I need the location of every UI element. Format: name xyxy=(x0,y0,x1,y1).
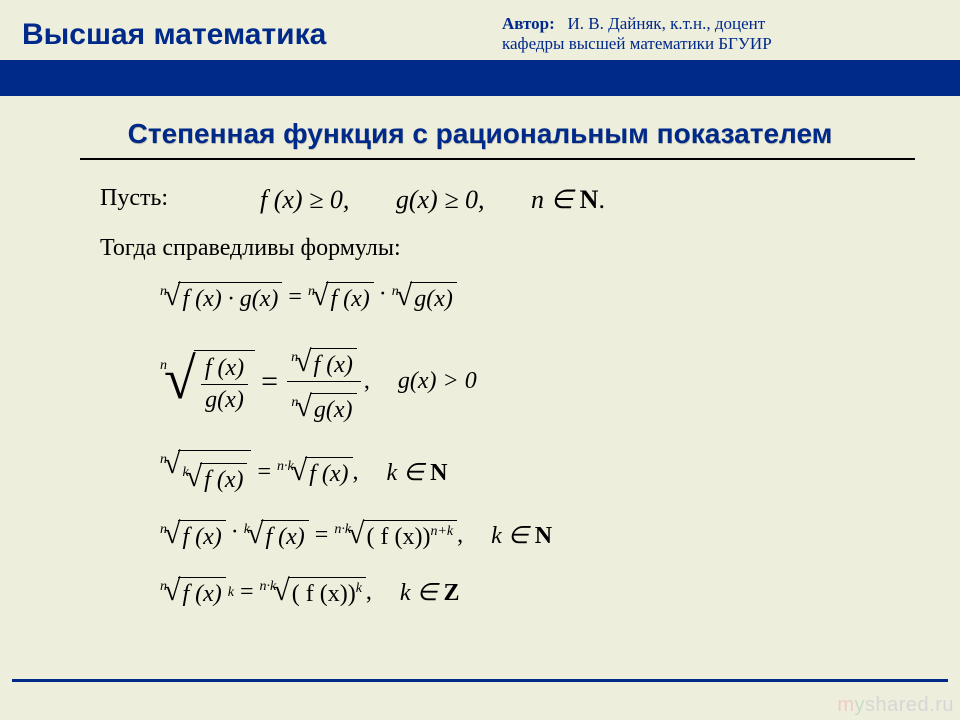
f3-rhs-rad: f (x) xyxy=(305,457,352,488)
cond-tail: . xyxy=(598,185,605,214)
f4-b-root: k√ f (x) xyxy=(244,520,309,551)
f3-rhs-root: n·k√ f (x) xyxy=(277,457,353,488)
f4-side-k: k ∈ xyxy=(491,523,535,549)
f2-lhs-root: n√ f (x) g(x) xyxy=(160,350,255,414)
f3-lhs-inner: k√ f (x) xyxy=(182,463,247,494)
f4-a-rad: f (x) xyxy=(178,520,225,551)
f2-lhs-frac: f (x) g(x) xyxy=(201,355,248,414)
formula-2: n√ f (x) g(x) = n√ f (x) xyxy=(160,339,552,424)
f3-side-set: N xyxy=(430,460,447,486)
watermark-y: y xyxy=(855,694,866,716)
f5-side-k: k ∈ xyxy=(400,580,444,606)
f5-rhs-exp: k xyxy=(356,581,362,596)
f5-lhs-root: n√ f (x) xyxy=(160,577,226,608)
f2-rhs-frac: n√ f (x) n√ g(x) xyxy=(287,339,361,424)
f1-rhs-root-1: n√ f (x) xyxy=(308,282,374,313)
header-band xyxy=(0,60,960,96)
f2-rden-root: n√ g(x) xyxy=(291,393,356,424)
cond-fx: f (x) ≥ 0, xyxy=(260,185,349,214)
author-line-1 xyxy=(559,14,568,33)
watermark: myshared.ru xyxy=(837,694,954,717)
author-line-2: кафедры высшей математики БГУИР xyxy=(502,34,772,53)
f2-side: g(x) > 0 xyxy=(398,368,477,395)
f3-in-rad: f (x) xyxy=(200,463,247,494)
f5-side: k ∈ Z xyxy=(400,578,460,607)
f4-rhs-base: ( f (x)) xyxy=(367,524,431,550)
watermark-rest: shared.ru xyxy=(865,694,954,716)
f5-rhs-root: n·k√ ( f (x))k xyxy=(260,577,366,608)
author-label: Автор: xyxy=(502,14,555,33)
footer-rule xyxy=(12,679,948,682)
slide: Высшая математика Автор: И. В. Дайняк, к… xyxy=(0,0,960,720)
author-block: Автор: И. В. Дайняк, к.т.н., доцент кафе… xyxy=(502,14,932,54)
f4-side-set: N xyxy=(535,523,552,549)
f4-rhs-exp: n+k xyxy=(430,524,453,539)
cond-gx: g(x) ≥ 0, xyxy=(396,185,485,214)
f5-rhs-base: ( f (x)) xyxy=(292,581,356,607)
author-name: И. В. Дайняк, к.т.н., доцент xyxy=(568,14,766,33)
f4-a-root: n√ f (x) xyxy=(160,520,226,551)
then-label: Тогда справедливы формулы: xyxy=(100,235,401,262)
section-title: Степенная функция с рациональным показат… xyxy=(0,118,960,150)
cond-n: n ∈ xyxy=(531,185,580,214)
f1-lhs-root: n√ f (x) · g(x) xyxy=(160,282,282,313)
f2-rden-rad: g(x) xyxy=(310,393,357,424)
f2-den: g(x) xyxy=(201,384,248,414)
f1-r2-rad: g(x) xyxy=(410,282,457,313)
formula-3: n√ k√ f (x) = n·k√ f (x) , k ∈ N xyxy=(160,450,552,494)
f4-rhs-root: n·k√ ( f (x))n+k xyxy=(334,520,457,551)
formula-4: n√ f (x) · k√ f (x) = n·k√ ( f (x))n+k ,… xyxy=(160,520,552,551)
course-title: Высшая математика xyxy=(22,18,326,52)
f3-side-k: k ∈ xyxy=(387,460,431,486)
f4-side: k ∈ N xyxy=(491,521,552,550)
f5-lhs-rad: f (x) xyxy=(178,577,225,608)
set-n: N xyxy=(580,185,599,214)
formulas: n√ f (x) · g(x) = n√ f (x) · n√ g(x) n√ … xyxy=(160,282,552,608)
f1-lhs-rad: f (x) · g(x) xyxy=(178,282,282,313)
given-conditions: f (x) ≥ 0, g(x) ≥ 0, n ∈ N. xyxy=(260,185,605,215)
f5-side-set: Z xyxy=(443,580,459,606)
formula-5: n√ f (x) k = n·k√ ( f (x))k , k ∈ Z xyxy=(160,577,552,608)
intro-label: Пусть: xyxy=(100,185,168,212)
formula-1: n√ f (x) · g(x) = n√ f (x) · n√ g(x) xyxy=(160,282,552,313)
f1-rhs-root-2: n√ g(x) xyxy=(392,282,457,313)
watermark-m: m xyxy=(837,694,854,716)
f4-b-rad: f (x) xyxy=(261,520,308,551)
f2-rnum-rad: f (x) xyxy=(310,348,357,379)
f3-side: k ∈ N xyxy=(387,458,448,487)
section-underline xyxy=(80,158,915,160)
f3-lhs-outer: n√ k√ f (x) xyxy=(160,450,251,494)
f2-num: f (x) xyxy=(201,355,248,384)
f1-r1-rad: f (x) xyxy=(326,282,373,313)
f2-rnum-root: n√ f (x) xyxy=(291,348,357,379)
